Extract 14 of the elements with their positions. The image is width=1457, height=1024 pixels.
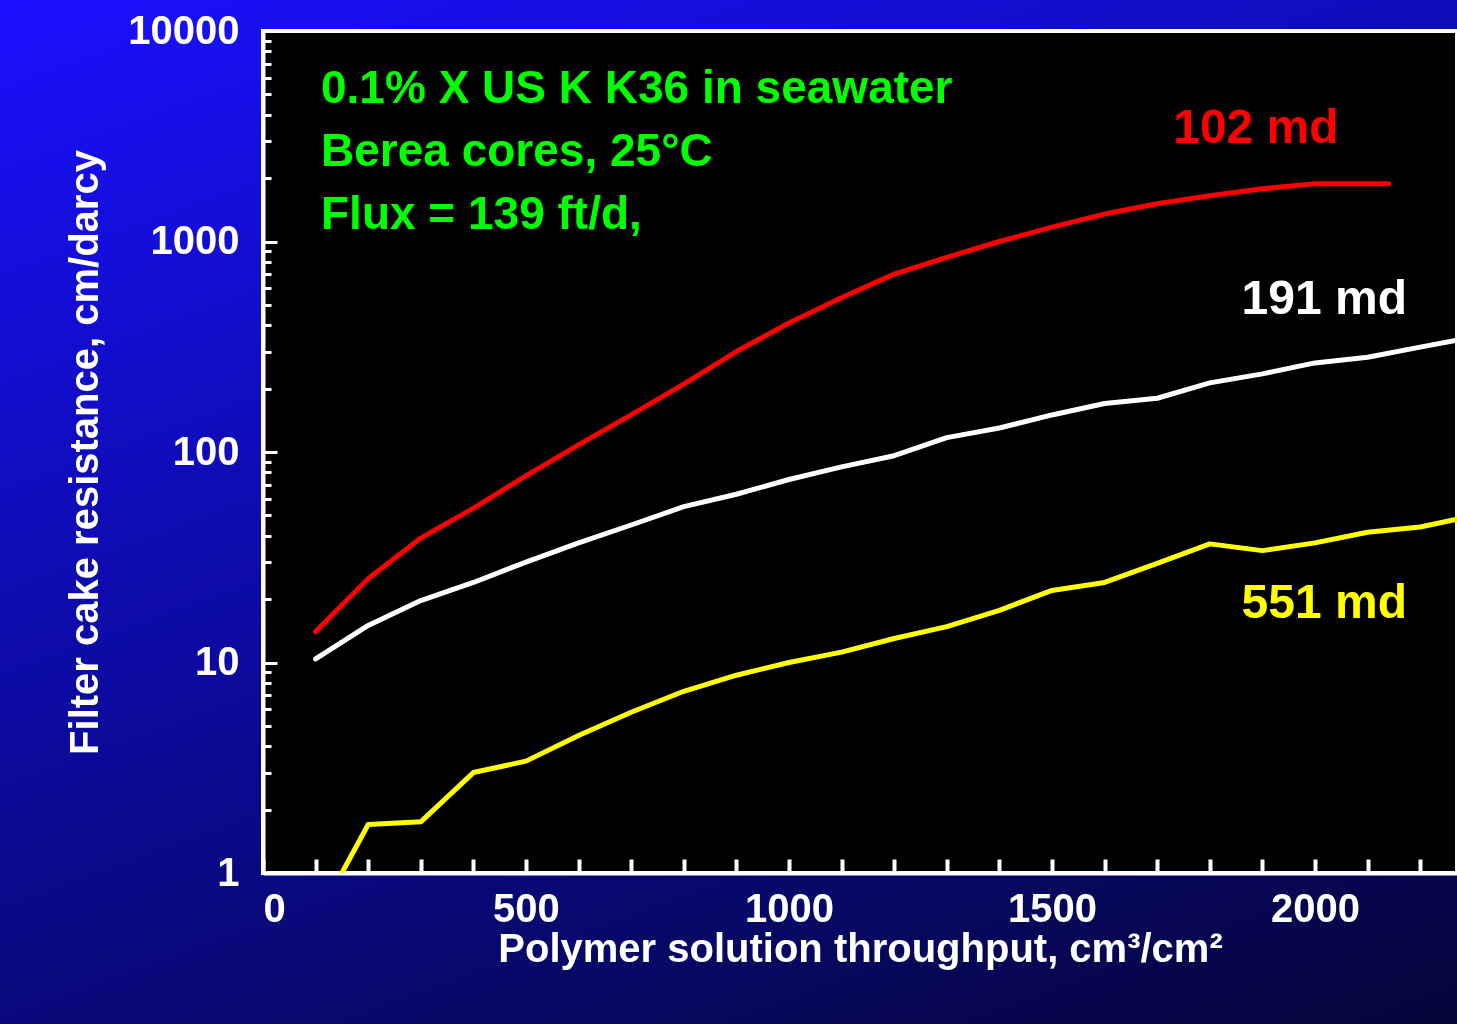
series-label: 191 md — [1241, 271, 1407, 325]
annotation: Berea cores, 25°C — [321, 124, 713, 176]
x-tick-label: 2000 — [1270, 885, 1360, 930]
y-tick-label: 10000 — [128, 7, 240, 52]
y-axis-title: Filter cake resistance, cm/darcy — [62, 149, 107, 755]
series-label: 102 md — [1173, 99, 1339, 153]
x-tick-label: 0 — [263, 885, 286, 930]
y-tick-label: 1000 — [150, 218, 240, 262]
series-label: 551 md — [1241, 575, 1407, 629]
annotation: 0.1% X US K K36 in seawater — [321, 61, 953, 113]
y-tick-label: 10 — [195, 639, 240, 683]
y-tick-label: 1 — [217, 849, 240, 894]
annotation: Flux = 139 ft/d, — [321, 187, 642, 239]
y-tick-label: 100 — [172, 428, 240, 473]
